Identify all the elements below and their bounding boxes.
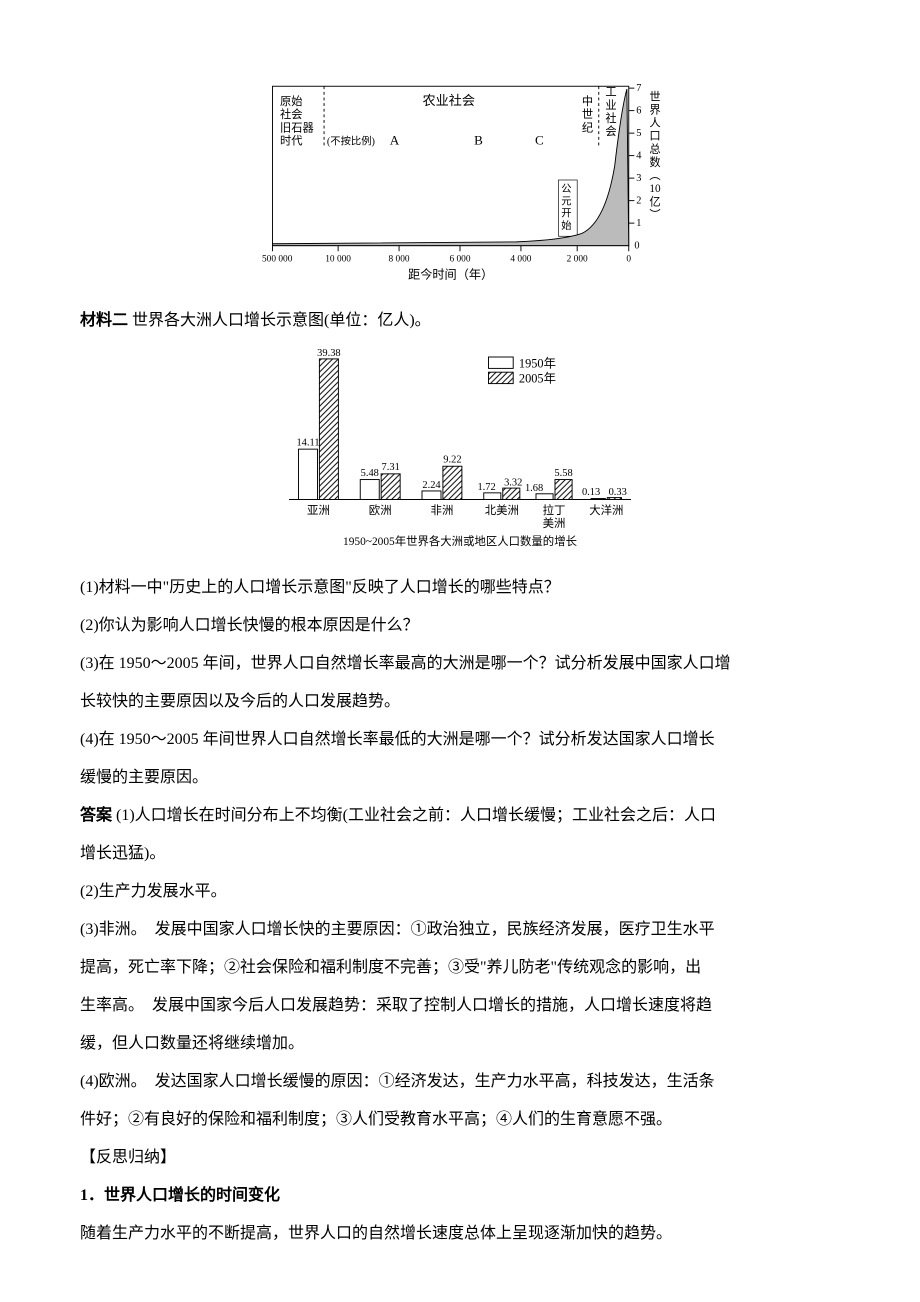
svg-text:旧石器: 旧石器 <box>280 121 314 134</box>
answer-label: 答案 <box>80 807 112 824</box>
svg-text:C: C <box>535 132 544 147</box>
svg-text:4 000: 4 000 <box>510 255 531 265</box>
svg-text:业: 业 <box>605 99 616 112</box>
svg-text:A: A <box>390 132 400 147</box>
q1: (1)材料一中"历史上的人口增长示意图"反映了人口增长的哪些特点？ <box>80 572 840 604</box>
svg-text:开: 开 <box>561 209 571 220</box>
svg-text:始: 始 <box>561 219 571 232</box>
svg-text:7: 7 <box>636 83 641 94</box>
svg-text:7.31: 7.31 <box>382 462 400 473</box>
svg-text:0: 0 <box>634 240 639 251</box>
svg-text:原始: 原始 <box>280 94 303 108</box>
svg-text:39.38: 39.38 <box>317 348 340 359</box>
svg-text:2.24: 2.24 <box>422 480 441 491</box>
svg-text:亚洲: 亚洲 <box>307 504 330 517</box>
chart1-note: (不按比例) <box>327 134 375 147</box>
svg-text:5.58: 5.58 <box>554 468 572 479</box>
chart1-xlabel: 距今时间（年） <box>408 266 493 281</box>
q4b: 缓慢的主要原因。 <box>80 762 840 794</box>
history-population-chart: 原始 社会 旧石器 时代 (不按比例) 农业社会 中 世 纪 工 业 社 会 A… <box>80 70 840 295</box>
a3a: (3)非洲。 发展中国家人口增长快的主要原因：①政治独立，民族经济发展，医疗卫生… <box>80 914 840 946</box>
svg-text:元: 元 <box>561 196 571 207</box>
svg-text:6: 6 <box>636 105 641 116</box>
svg-text:欧洲: 欧洲 <box>369 504 392 517</box>
svg-text:社会: 社会 <box>280 107 303 121</box>
svg-text:社: 社 <box>605 111 616 125</box>
svg-text:亿: 亿 <box>649 195 660 208</box>
svg-text:界: 界 <box>649 103 660 116</box>
svg-text:10: 10 <box>649 183 661 195</box>
reflect-heading: 【反思归纳】 <box>80 1142 840 1174</box>
svg-text:︶: ︶ <box>649 208 660 221</box>
a3c: 生率高。 发展中国家今后人口发展趋势：采取了控制人口增长的措施，人口增长速度将趋 <box>80 990 840 1022</box>
a4b: 件好；②有良好的保险和福利制度；③人们受教育水平高；④人们的生育意愿不强。 <box>80 1104 840 1136</box>
svg-text:9.22: 9.22 <box>443 454 461 465</box>
svg-text:工: 工 <box>605 87 616 99</box>
svg-text:世: 世 <box>649 90 660 103</box>
svg-text:美洲: 美洲 <box>543 516 566 530</box>
svg-text:世: 世 <box>582 108 593 121</box>
svg-text:1950年: 1950年 <box>519 356 556 370</box>
r1-label: 1．世界人口增长的时间变化 <box>80 1180 840 1212</box>
svg-text:拉丁: 拉丁 <box>543 503 566 517</box>
svg-text:5: 5 <box>636 128 641 139</box>
svg-text:1.72: 1.72 <box>477 482 495 493</box>
continents-bar-chart: 1950年 2005年 14.11 39.38 5.48 7.31 2.24 <box>80 347 840 562</box>
svg-text:14.11: 14.11 <box>296 437 319 448</box>
svg-text:1.68: 1.68 <box>525 483 543 494</box>
svg-text:3.32: 3.32 <box>504 477 522 488</box>
svg-text:中: 中 <box>582 95 593 108</box>
svg-text:0.13: 0.13 <box>582 487 600 498</box>
svg-text:3: 3 <box>636 173 641 184</box>
svg-text:500 000: 500 000 <box>262 255 293 265</box>
svg-text:6 000: 6 000 <box>449 255 470 265</box>
svg-text:1: 1 <box>636 218 641 229</box>
a4a: (4)欧洲。 发达国家人口增长缓慢的原因：①经济发达，生产力水平高，科技发达，生… <box>80 1066 840 1098</box>
svg-text:5.48: 5.48 <box>361 468 379 479</box>
r1-text: 随着生产力水平的不断提高，世界人口的自然增长速度总体上呈现逐渐加快的趋势。 <box>80 1218 840 1250</box>
q3b: 长较快的主要原因以及今后的人口发展趋势。 <box>80 686 840 718</box>
svg-text:公: 公 <box>561 183 571 195</box>
a1a: (1)人口增长在时间分布上不均衡(工业社会之前：人口增长缓慢；工业社会之后：人口 <box>112 807 716 824</box>
svg-text:0: 0 <box>626 255 631 265</box>
svg-text:纪: 纪 <box>582 121 593 134</box>
svg-text:会: 会 <box>605 125 616 138</box>
svg-text:总: 总 <box>649 142 660 156</box>
svg-text:大洋洲: 大洋洲 <box>589 503 623 517</box>
svg-text:2005年: 2005年 <box>519 372 556 386</box>
svg-text:︵: ︵ <box>649 170 660 182</box>
material2-label: 材料二 <box>80 312 128 329</box>
answer-line1: 答案 (1)人口增长在时间分布上不均衡(工业社会之前：人口增长缓慢；工业社会之后… <box>80 800 840 832</box>
a3d: 缓，但人口数量还将继续增加。 <box>80 1028 840 1060</box>
a3b: 提高，死亡率下降；②社会保险和福利制度不完善；③受"养儿防老"传统观念的影响，出 <box>80 952 840 984</box>
svg-text:口: 口 <box>649 131 660 143</box>
svg-text:人: 人 <box>649 117 660 130</box>
svg-text:8 000: 8 000 <box>389 255 410 265</box>
a2: (2)生产力发展水平。 <box>80 876 840 908</box>
svg-text:时代: 时代 <box>280 134 303 147</box>
chart2-caption: 1950~2005年世界各大洲或地区人口数量的增长 <box>343 534 578 548</box>
chart1-agri: 农业社会 <box>423 93 475 108</box>
svg-text:2: 2 <box>636 195 641 206</box>
q4a: (4)在 1950～2005 年间世界人口自然增长率最低的大洲是哪一个？试分析发… <box>80 724 840 756</box>
q3a: (3)在 1950～2005 年间，世界人口自然增长率最高的大洲是哪一个？试分析… <box>80 648 840 680</box>
a1b: 增长迅猛)。 <box>80 838 840 870</box>
material2-line: 材料二 世界各大洲人口增长示意图(单位：亿人)。 <box>80 305 840 337</box>
q2: (2)你认为影响人口增长快慢的根本原因是什么？ <box>80 610 840 642</box>
svg-text:北美洲: 北美洲 <box>485 503 519 517</box>
svg-text:2 000: 2 000 <box>567 255 588 265</box>
svg-text:0.33: 0.33 <box>609 487 627 498</box>
svg-text:数: 数 <box>649 155 660 169</box>
svg-text:非洲: 非洲 <box>431 504 454 517</box>
svg-text:B: B <box>474 132 483 147</box>
material2-text: 世界各大洲人口增长示意图(单位：亿人)。 <box>128 312 431 329</box>
svg-text:10 000: 10 000 <box>325 255 351 265</box>
svg-text:4: 4 <box>636 150 641 161</box>
